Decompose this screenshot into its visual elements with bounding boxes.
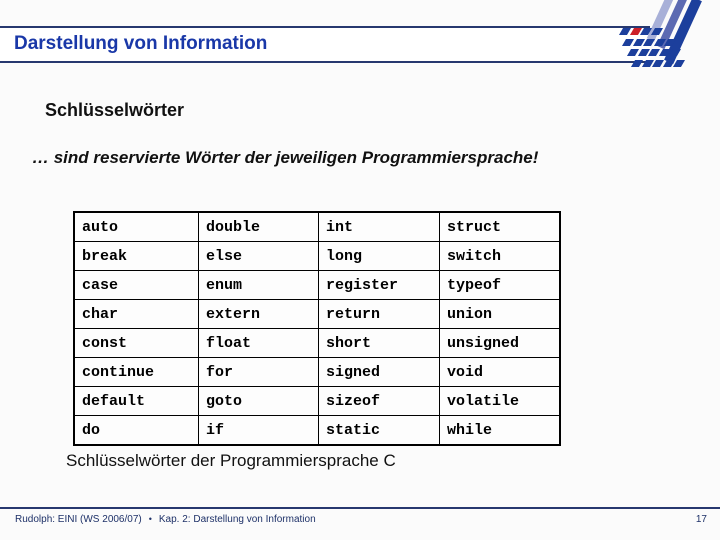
keyword-cell: for [198, 357, 319, 387]
table-caption: Schlüsselwörter der Programmiersprache C [66, 451, 396, 470]
keyword-cell: case [73, 270, 199, 300]
keyword-cell: extern [198, 299, 319, 329]
keyword-cell: if [198, 415, 319, 446]
slide-subtitle: … sind reservierte Wörter der jeweiligen… [32, 148, 539, 167]
keyword-cell: return [318, 299, 440, 329]
logo-tile [642, 38, 656, 46]
keyword-cell: default [73, 386, 199, 416]
logo-tile-row [618, 28, 663, 35]
keyword-cell: typeof [439, 270, 561, 300]
keyword-cell: switch [439, 241, 561, 271]
table-row: const float short unsigned [73, 328, 561, 358]
logo-tile [668, 49, 682, 56]
logo-tile [650, 28, 663, 35]
keyword-cell: register [318, 270, 440, 300]
keyword-cell: float [198, 328, 319, 358]
keyword-cell: char [73, 299, 199, 329]
logo-tile [651, 59, 665, 67]
page-title: Darstellung von Information [14, 33, 268, 54]
keyword-cell: int [318, 211, 440, 242]
table-row: auto double int struct [73, 211, 561, 242]
keyword-cell: struct [439, 211, 561, 242]
keyword-cell: volatile [439, 386, 561, 416]
keyword-cell: goto [198, 386, 319, 416]
footer-course: Rudolph: EINI (WS 2006/07) [15, 514, 142, 525]
keywords-table-body: auto double int struct break else long switch ca… [73, 211, 561, 446]
page-number: 17 [695, 514, 707, 525]
keyword-cell: static [318, 415, 440, 446]
logo-tile [621, 38, 635, 46]
table-row: break else long switch [73, 241, 561, 271]
keyword-cell: do [73, 415, 199, 446]
keyword-cell: else [198, 241, 319, 271]
keyword-cell: signed [318, 357, 440, 387]
keyword-cell: long [318, 241, 440, 271]
logo-tile [630, 59, 644, 67]
keyword-cell: unsigned [439, 328, 561, 358]
keyword-cell: break [73, 241, 199, 271]
footer-divider [0, 507, 720, 509]
table-row: do if static while [73, 415, 561, 446]
keywords-table: auto double int struct break else long switch ca… [73, 211, 561, 446]
table-row: case enum register typeof [73, 270, 561, 300]
keyword-cell: continue [73, 357, 199, 387]
logo-tile-row [630, 59, 686, 67]
keyword-cell: void [439, 357, 561, 387]
keyword-cell: short [318, 328, 440, 358]
keyword-cell: const [73, 328, 199, 358]
footer: Rudolph: EINI (WS 2006/07) • Kap. 2: Darst… [15, 514, 316, 525]
logo-tile [672, 59, 686, 67]
header-band [0, 26, 650, 63]
keyword-cell: union [439, 299, 561, 329]
keyword-cell: auto [73, 211, 199, 242]
footer-bullet-icon: • [148, 514, 152, 524]
table-row: char extern return union [73, 299, 561, 329]
slide-heading: Schlüsselwörter [45, 100, 185, 120]
table-row: default goto sizeof volatile [73, 386, 561, 416]
keyword-cell: while [439, 415, 561, 446]
university-logo-icon [600, 0, 720, 82]
footer-chapter: Kap. 2: Darstellung von Information [158, 514, 316, 525]
keyword-cell: enum [198, 270, 319, 300]
logo-tile-row [621, 38, 677, 46]
table-row: continue for signed void [73, 357, 561, 387]
keyword-cell: double [198, 211, 319, 242]
logo-tile-row [626, 49, 682, 56]
keyword-cell: sizeof [318, 386, 440, 416]
